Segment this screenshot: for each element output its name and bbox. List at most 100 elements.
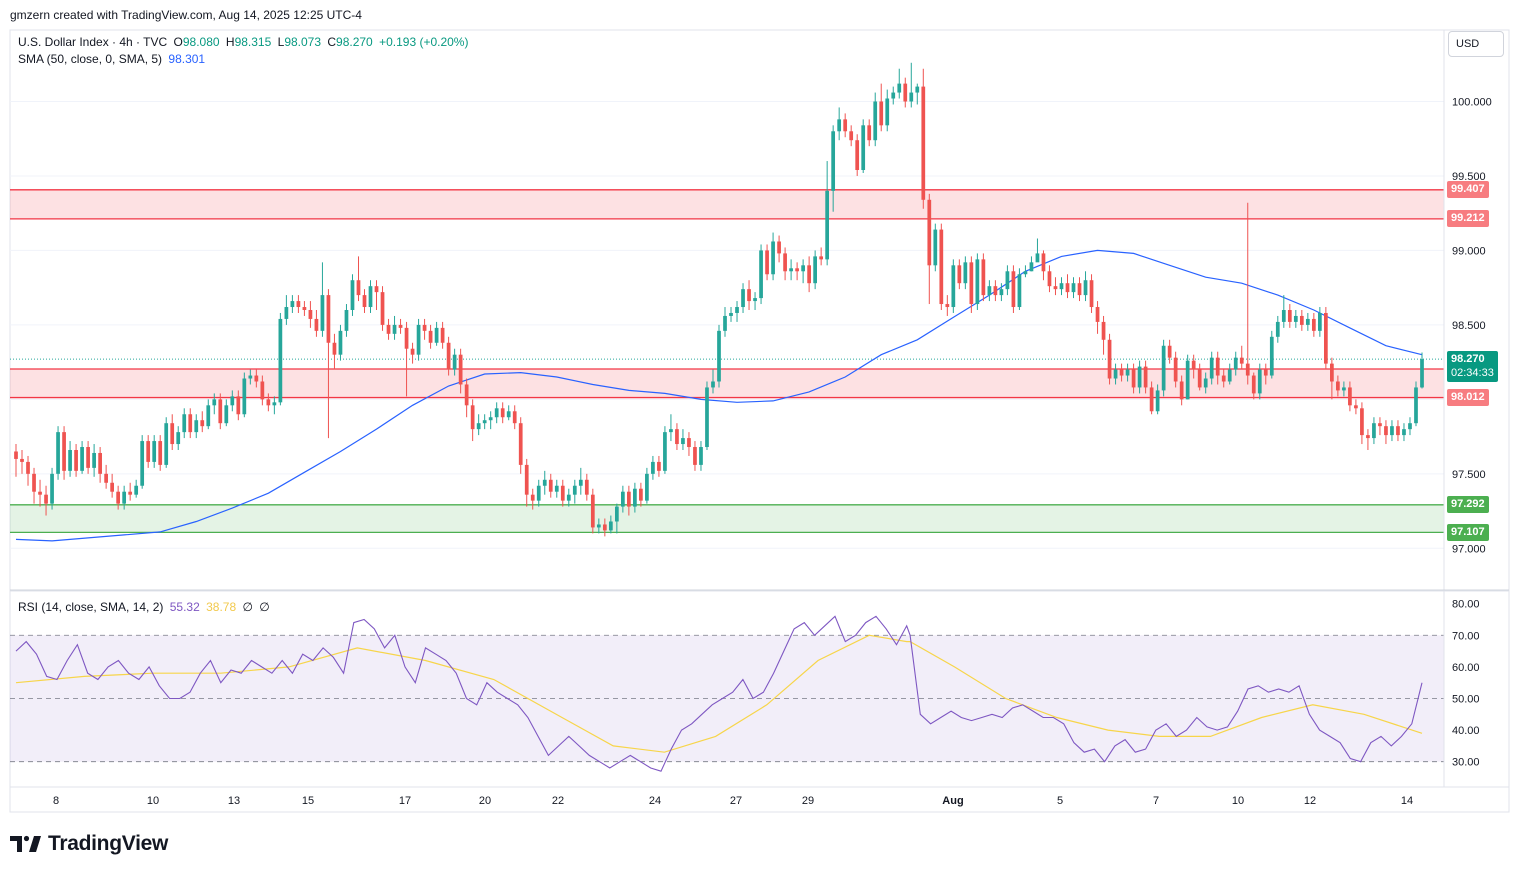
time-tick-label: 10 — [1232, 795, 1244, 807]
rsi-label[interactable]: RSI (14, close, SMA, 14, 2) — [18, 600, 164, 614]
open-label: O — [173, 35, 183, 49]
candle-body — [1071, 283, 1076, 293]
candle-body — [248, 375, 253, 379]
candle-body — [470, 405, 475, 430]
tradingview-logo-icon — [10, 835, 41, 852]
candle-body — [422, 324, 427, 331]
candle-body — [981, 259, 986, 296]
sma-label[interactable]: SMA (50, close, 0, SMA, 5) — [18, 52, 163, 66]
candle-body — [699, 447, 703, 465]
candle-body — [446, 342, 451, 370]
candle-body — [1173, 357, 1178, 382]
candle-body — [1005, 271, 1010, 290]
rsi-extra-2: ∅ — [259, 600, 270, 614]
candle-body — [506, 411, 511, 418]
candle-body — [134, 485, 139, 495]
candle-body — [621, 491, 625, 507]
candle-body — [1185, 360, 1190, 400]
rsi-legend[interactable]: RSI (14, close, SMA, 14, 2) 55.32 38.78 … — [18, 600, 273, 614]
rsi-line — [15, 615, 1423, 772]
candle-body — [927, 199, 932, 266]
time-axis[interactable] — [9, 786, 1510, 813]
currency-button[interactable]: USD — [1448, 31, 1504, 57]
time-tick-label: 13 — [228, 795, 240, 807]
candle-body — [554, 485, 559, 492]
candle-body — [482, 420, 487, 424]
rsi-pane[interactable]: 30.00 40.00 50.00 60.00 70.00 80.00 — [9, 590, 1510, 788]
time-tick-label: 10 — [147, 795, 159, 807]
candle-body — [110, 482, 114, 492]
candle-body — [380, 292, 385, 325]
candle-body — [1263, 369, 1268, 376]
candle-body — [651, 461, 655, 474]
rsi-extra-1: ∅ — [242, 600, 253, 614]
candle-body — [1125, 369, 1130, 376]
candle-body — [711, 381, 715, 388]
candle-body — [602, 524, 607, 531]
candle-body — [813, 256, 817, 284]
candle-body — [1408, 423, 1412, 430]
candle-body — [254, 375, 259, 382]
time-tick-label: 14 — [1401, 795, 1413, 807]
candle-body — [146, 441, 151, 462]
candle-body — [1372, 423, 1376, 439]
price-tick-label: 97.000 — [1452, 543, 1486, 555]
candle-body — [512, 411, 517, 424]
time-tick-label: 27 — [730, 795, 742, 807]
candle-body — [741, 289, 745, 308]
candle-body — [20, 458, 24, 462]
candle-body — [458, 354, 463, 385]
candle-body — [14, 451, 18, 459]
candle-body — [74, 450, 78, 471]
candle-body — [236, 396, 241, 415]
candle-body — [765, 250, 769, 275]
candle-body — [332, 342, 337, 355]
candle-body — [548, 479, 553, 492]
candle-body — [1107, 339, 1112, 379]
candle-body — [200, 420, 205, 427]
candle-body — [1239, 357, 1244, 364]
candle-body — [164, 423, 169, 465]
candle-body — [362, 295, 367, 308]
rsi-sma-value: 38.78 — [206, 600, 237, 614]
symbol-label[interactable]: U.S. Dollar Index · 4h · TVC — [18, 35, 168, 49]
sma-value: 98.301 — [168, 52, 206, 66]
candle-body — [614, 506, 619, 522]
candle-body — [344, 310, 349, 331]
candle-body — [62, 432, 66, 471]
candle-body — [452, 354, 457, 370]
candle-body — [1330, 363, 1334, 382]
candle-body — [500, 408, 505, 418]
candle-body — [56, 432, 60, 474]
candle-body — [807, 265, 811, 284]
candle-body — [969, 262, 974, 305]
candle-body — [915, 86, 920, 93]
candle-body — [675, 429, 679, 445]
candle-body — [434, 327, 439, 343]
candle-body — [140, 441, 145, 486]
candle-body — [1047, 271, 1052, 287]
candle-body — [729, 312, 733, 316]
candle-body — [987, 286, 992, 296]
candle-body — [116, 491, 121, 504]
candle-body — [819, 256, 824, 260]
candle-body — [873, 101, 878, 141]
candle-body — [1269, 336, 1274, 376]
sma-legend[interactable]: SMA (50, close, 0, SMA, 5) 98.301 — [18, 52, 208, 66]
rsi-tick-label: 40.00 — [1452, 725, 1480, 737]
candle-body — [182, 414, 187, 433]
candle-body — [524, 464, 529, 495]
candle-body — [338, 330, 343, 355]
candle-body — [464, 384, 469, 406]
main-legend[interactable]: U.S. Dollar Index · 4h · TVC O98.080 H98… — [18, 35, 471, 49]
rsi-tick-label: 60.00 — [1452, 662, 1480, 674]
candle-body — [44, 494, 48, 504]
candle-body — [1384, 426, 1388, 436]
price-pane[interactable]: 97.00097.50098.00098.50099.00099.500100.… — [9, 29, 1510, 591]
candle-body — [1342, 387, 1346, 391]
candle-body — [92, 452, 96, 468]
candle-body — [278, 318, 283, 403]
brand-logo: TradingView — [10, 832, 168, 856]
candle-body — [1017, 274, 1022, 308]
